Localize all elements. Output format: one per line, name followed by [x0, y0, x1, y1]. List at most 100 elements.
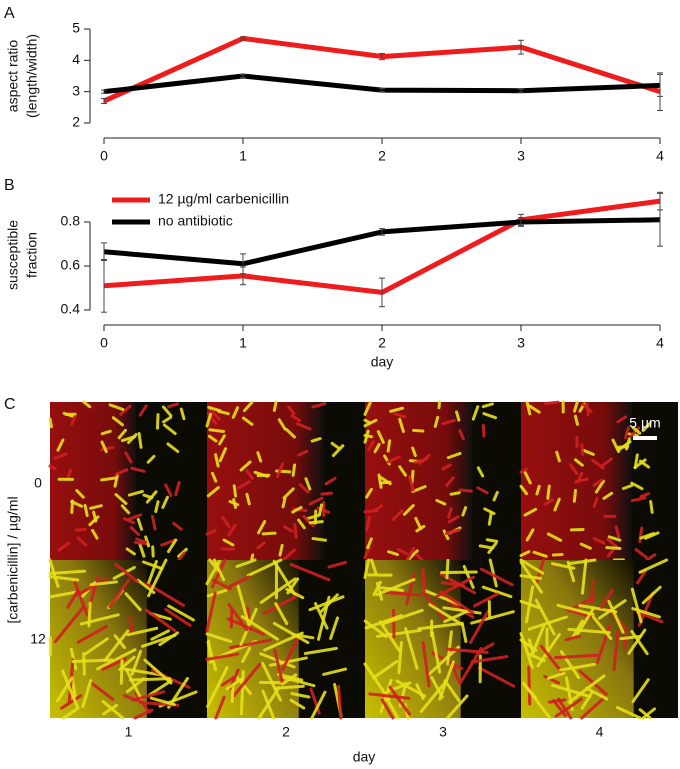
row-label: 0	[34, 475, 42, 491]
cell	[119, 404, 132, 416]
cell	[397, 640, 403, 675]
cell	[624, 426, 630, 440]
cell	[113, 634, 127, 650]
cell	[48, 417, 53, 429]
cell	[138, 543, 146, 558]
cell	[519, 550, 531, 558]
cell	[636, 569, 647, 585]
col-label: 1	[125, 724, 133, 740]
cell	[79, 613, 120, 626]
cell	[615, 705, 642, 720]
cell	[287, 405, 296, 416]
cell	[70, 678, 78, 700]
cell	[128, 615, 134, 633]
cell	[612, 628, 620, 672]
cell	[519, 484, 529, 496]
cell	[125, 547, 136, 556]
cell	[259, 577, 297, 604]
cell	[114, 493, 128, 506]
cell	[48, 464, 57, 471]
cell	[557, 697, 573, 720]
cell	[167, 402, 179, 409]
cell	[519, 558, 545, 575]
cell	[48, 575, 80, 582]
cell	[103, 629, 130, 663]
cell	[129, 526, 141, 537]
cell	[83, 503, 89, 518]
cell	[395, 679, 427, 698]
cell	[644, 531, 660, 540]
cell	[638, 708, 652, 720]
cell	[281, 635, 300, 671]
cell	[532, 550, 548, 558]
cell	[167, 604, 195, 622]
cell	[635, 610, 664, 624]
cell	[53, 606, 85, 644]
cell	[273, 684, 305, 690]
cell	[445, 476, 455, 487]
cell	[108, 403, 125, 411]
cell	[446, 451, 462, 460]
y-tick-label: 2	[72, 114, 80, 130]
cell	[137, 432, 143, 449]
cell	[227, 523, 237, 537]
cell	[363, 662, 391, 701]
cell	[641, 421, 652, 433]
cell	[221, 515, 231, 529]
cell	[627, 628, 647, 655]
cell	[543, 674, 560, 685]
cell	[261, 689, 276, 720]
cell	[546, 671, 566, 680]
cell	[108, 578, 131, 609]
cell	[478, 544, 495, 550]
cell	[62, 411, 74, 418]
cell	[434, 575, 475, 599]
cell	[386, 455, 401, 464]
error-bar	[379, 277, 385, 308]
cell	[519, 632, 534, 669]
cell	[142, 493, 154, 500]
cell	[445, 558, 450, 580]
cell	[177, 547, 188, 558]
cell	[174, 480, 181, 497]
cell	[310, 437, 322, 443]
cell	[147, 558, 168, 598]
cell	[413, 457, 429, 464]
cell	[363, 558, 371, 579]
cell	[435, 498, 447, 506]
cell	[57, 541, 71, 552]
cell	[579, 542, 592, 550]
cell	[214, 695, 226, 720]
cell	[543, 498, 554, 506]
panel-label: A	[4, 5, 15, 22]
cell	[155, 413, 160, 430]
cell	[555, 450, 561, 463]
cell	[130, 466, 146, 473]
cell	[282, 548, 297, 561]
cell	[205, 591, 217, 633]
cell	[208, 428, 226, 433]
y-tick-label: 0.4	[61, 301, 81, 317]
cell	[261, 531, 277, 536]
cell	[433, 415, 440, 428]
cell	[471, 405, 480, 421]
cell	[92, 510, 98, 523]
cell	[242, 400, 254, 413]
cell	[566, 560, 576, 583]
cell	[114, 468, 129, 476]
micrograph	[48, 558, 207, 720]
cell	[211, 471, 218, 483]
cell	[525, 401, 532, 416]
cell	[580, 558, 588, 595]
cell	[303, 646, 338, 656]
cell	[363, 418, 378, 428]
row-label: 12	[30, 631, 46, 647]
cell	[641, 585, 662, 605]
cell	[574, 458, 584, 467]
cell	[543, 400, 560, 406]
cell	[235, 558, 257, 569]
cell	[591, 458, 605, 470]
cell	[148, 679, 173, 697]
